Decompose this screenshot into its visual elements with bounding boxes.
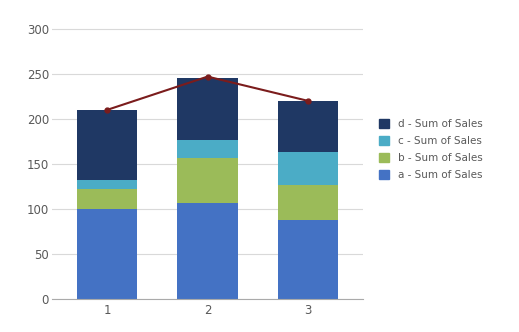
Bar [177, 158, 238, 203]
Bar [177, 203, 238, 299]
Bar [77, 180, 138, 189]
Bar [177, 78, 238, 139]
Bar [278, 152, 338, 186]
Bar [278, 101, 338, 152]
Bar [278, 220, 338, 299]
Bar [177, 139, 238, 158]
Bar [278, 186, 338, 220]
Bar [77, 189, 138, 209]
Bar [77, 110, 138, 180]
Legend: d - Sum of Sales, c - Sum of Sales, b - Sum of Sales, a - Sum of Sales: d - Sum of Sales, c - Sum of Sales, b - … [379, 119, 482, 180]
Bar [77, 209, 138, 299]
